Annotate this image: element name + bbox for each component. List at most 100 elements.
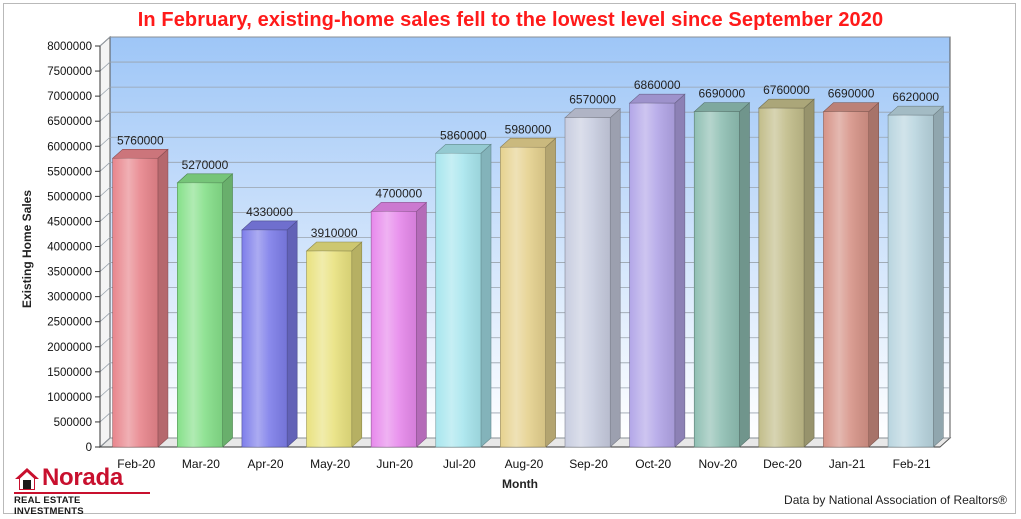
bar-value-label: 5980000 <box>505 122 552 136</box>
bar-side <box>674 93 686 448</box>
bar-side <box>739 101 750 448</box>
bar-top <box>693 102 751 112</box>
bar-highlight <box>694 111 740 447</box>
bar-top <box>887 105 945 116</box>
gridline-side <box>99 337 111 348</box>
gridline-side <box>99 312 111 322</box>
bar-highlight <box>629 103 675 447</box>
gridline-side <box>99 287 111 297</box>
bar-top <box>111 148 169 159</box>
logo-name: Norada <box>42 464 123 491</box>
bar-top <box>434 143 492 154</box>
bar-top <box>628 93 686 104</box>
bar-highlight <box>565 117 611 448</box>
gridline-side <box>99 362 111 373</box>
x-tick-label: Feb-21 <box>893 457 931 471</box>
y-tick-label: 1500000 <box>47 367 92 379</box>
bar-top <box>305 241 363 252</box>
y-tick-label: 500000 <box>54 417 92 429</box>
bar-side <box>933 105 944 448</box>
y-tick-label: 2500000 <box>47 317 92 329</box>
y-tick-label: 8000000 <box>47 41 92 53</box>
bar-value-label: 5270000 <box>182 158 229 172</box>
x-tick-label: Jul-20 <box>443 457 476 471</box>
gridline-side <box>99 437 111 448</box>
gridline-side <box>99 412 111 423</box>
bar-top <box>758 98 815 109</box>
y-tick-label: 4000000 <box>47 242 92 254</box>
gridline-side <box>99 237 111 247</box>
gridline-side <box>99 136 111 147</box>
bar-highlight <box>241 229 288 447</box>
x-tick-label: Feb-20 <box>117 457 155 471</box>
bar-side <box>545 137 556 448</box>
gridline-side <box>99 212 111 222</box>
bar-highlight <box>371 211 417 447</box>
gridline-side <box>99 61 111 72</box>
x-tick-label: Sep-20 <box>569 457 608 471</box>
bar-side <box>222 173 233 448</box>
y-tick-label: 3500000 <box>47 267 92 279</box>
gridline-side <box>99 262 111 272</box>
gridline-side <box>99 187 111 197</box>
gridline-side <box>99 162 111 172</box>
bar-value-label: 6570000 <box>569 93 616 107</box>
bar-highlight <box>306 251 352 447</box>
y-tick-label: 4500000 <box>47 216 92 228</box>
x-tick-label: Nov-20 <box>699 457 738 471</box>
x-tick-label: Aug-20 <box>505 457 544 471</box>
bar-highlight <box>823 111 869 447</box>
bar-value-label: 5860000 <box>440 128 487 142</box>
gridline-side <box>99 111 111 122</box>
bar-value-label: 6690000 <box>828 87 875 101</box>
bar-side <box>416 201 427 448</box>
bar-highlight <box>435 153 481 447</box>
logo-subtitle: REAL ESTATE INVESTMENTS <box>14 492 150 517</box>
data-source-note: Data by National Association of Realtors… <box>784 493 1007 507</box>
house-icon <box>15 468 39 490</box>
bar-top <box>176 173 234 184</box>
bar-value-label: 6690000 <box>698 87 745 101</box>
bar-side <box>803 98 815 448</box>
x-tick-label: Apr-20 <box>248 457 284 471</box>
y-tick-label: 6000000 <box>47 141 92 153</box>
bar-value-label: 4330000 <box>246 205 293 219</box>
bar-value-label: 6760000 <box>763 83 810 97</box>
bar-side <box>157 148 169 448</box>
bar-side <box>868 101 879 448</box>
y-tick-label: 0 <box>86 442 92 454</box>
chart-title: In February, existing-home sales fell to… <box>137 9 884 31</box>
bar-top <box>241 220 298 231</box>
bar-top <box>499 137 557 148</box>
x-axis-label: Month <box>502 477 538 491</box>
x-tick-label: May-20 <box>310 457 350 471</box>
y-tick-label: 1000000 <box>47 392 92 404</box>
bar-side <box>480 143 492 448</box>
y-tick-label: 5000000 <box>47 191 92 203</box>
bar-value-label: 3910000 <box>311 226 358 240</box>
bar-top <box>822 102 880 112</box>
bar-highlight <box>112 158 158 447</box>
x-tick-label: Oct-20 <box>635 457 671 471</box>
gridline-side <box>99 387 111 398</box>
y-tick-label: 7000000 <box>47 91 92 103</box>
bar-highlight <box>500 147 546 447</box>
bar-highlight <box>177 182 223 447</box>
bar-highlight <box>888 115 934 448</box>
bar-value-label: 6620000 <box>892 90 939 104</box>
y-tick-label: 7500000 <box>47 66 92 78</box>
bar-value-label: 6860000 <box>634 78 681 92</box>
norada-logo: Norada REAL ESTATE INVESTMENTS <box>12 464 162 517</box>
x-tick-label: Mar-20 <box>182 457 220 471</box>
bar-value-label: 4700000 <box>375 186 422 200</box>
x-tick-label: Jan-21 <box>829 457 866 471</box>
y-tick-label: 2000000 <box>47 342 92 354</box>
bar-top <box>564 108 622 118</box>
y-tick-label: 3000000 <box>47 292 92 304</box>
y-tick-label: 6500000 <box>47 116 92 128</box>
y-tick-label: 5500000 <box>47 166 92 178</box>
bar-highlight <box>758 108 805 447</box>
gridline-side <box>99 36 111 47</box>
x-tick-label: Jun-20 <box>376 457 413 471</box>
